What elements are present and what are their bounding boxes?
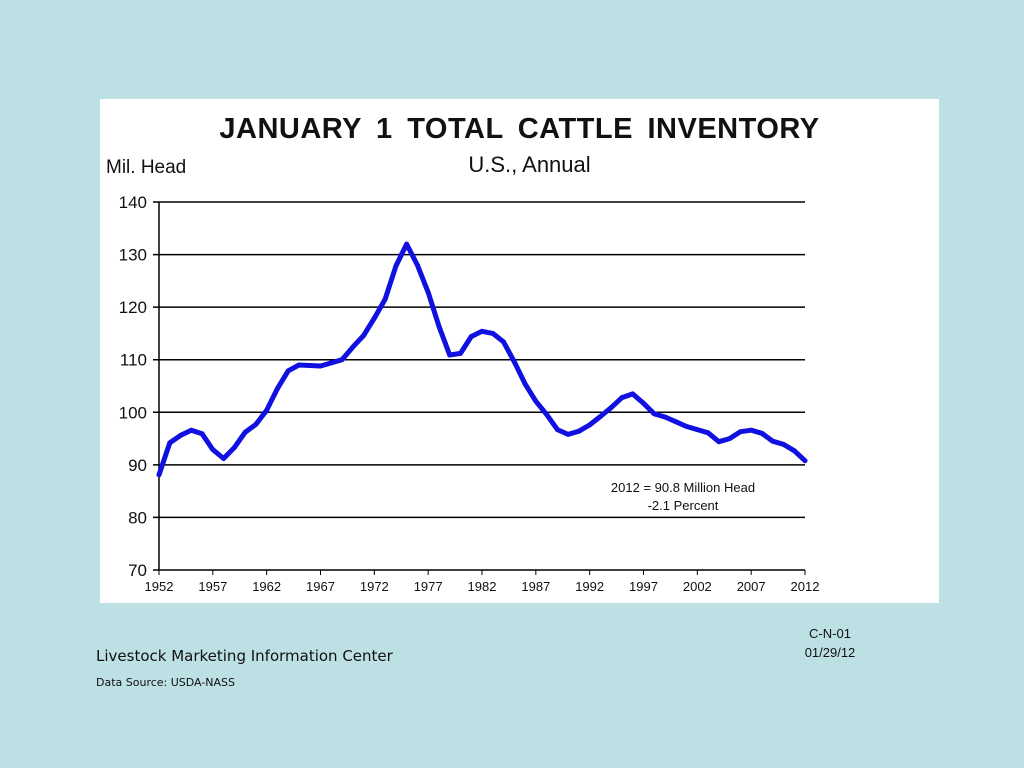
x-tick-label: 1977: [414, 579, 443, 594]
data-point: [404, 241, 410, 247]
data-point: [727, 436, 733, 441]
line-chart: 70 80 90 100 110 120 130 140 1952 1957 1962 1967 19…: [119, 193, 820, 594]
data-point: [501, 339, 506, 345]
data-point: [382, 296, 388, 302]
data-point: [522, 381, 528, 387]
y-tick-label: 120: [119, 298, 147, 317]
chart-subtitle: U.S., Annual: [468, 152, 591, 177]
annotation-percent: -2.1 Percent: [648, 498, 719, 513]
data-point: [651, 411, 657, 417]
y-tick-label: 140: [119, 193, 147, 212]
y-tick-label: 80: [128, 508, 147, 527]
data-point: [436, 323, 442, 329]
y-tick-label: 100: [119, 403, 147, 422]
x-tick-label: 1982: [468, 579, 497, 594]
data-point: [791, 448, 797, 454]
x-tick-label: 1987: [521, 579, 550, 594]
x-tick-label: 2002: [683, 579, 712, 594]
data-point: [684, 424, 689, 429]
y-tick-label: 70: [128, 561, 147, 580]
chart-panel: JANUARY 1 TOTAL CATTLE INVENTORY U.S., A…: [100, 99, 939, 603]
data-point: [694, 427, 700, 433]
data-point: [619, 395, 625, 400]
footer-data-source: Data Source: USDA-NASS: [96, 676, 236, 689]
footer-organization: Livestock Marketing Information Center: [96, 647, 393, 665]
y-tick-label: 110: [120, 351, 147, 370]
x-tick-label: 1957: [198, 579, 227, 594]
data-point: [361, 333, 366, 338]
data-point: [738, 429, 743, 435]
y-tick-label: 90: [128, 456, 147, 475]
data-point: [350, 344, 356, 350]
data-point: [533, 398, 539, 404]
data-point: [748, 427, 754, 433]
annotation-total: 2012 = 90.8 Million Head: [611, 480, 755, 495]
data-point: [253, 421, 259, 427]
data-point: [630, 391, 636, 397]
data-point: [781, 441, 786, 447]
data-point: [221, 456, 226, 461]
y-tick-label: 130: [119, 246, 147, 265]
x-tick-label: 1972: [360, 579, 389, 594]
data-point: [576, 428, 582, 434]
data-point: [447, 352, 453, 358]
data-point: [490, 331, 496, 336]
data-point: [275, 386, 280, 392]
data-point: [328, 360, 334, 366]
data-point: [662, 414, 668, 420]
data-point: [802, 458, 808, 464]
data-point: [242, 429, 248, 435]
data-point: [641, 400, 646, 406]
data-point: [231, 445, 237, 450]
data-point: [759, 430, 765, 436]
chart-date: 01/29/12: [804, 645, 856, 660]
data-point: [544, 411, 549, 417]
data-point: [705, 430, 711, 436]
data-point: [673, 419, 679, 425]
data-point: [770, 438, 776, 444]
data-point: [415, 262, 420, 268]
data-point: [468, 334, 474, 339]
data-point: [554, 427, 560, 433]
data-point: [339, 357, 345, 363]
x-tick-label: 1952: [145, 579, 174, 594]
x-tick-label: 1992: [575, 579, 604, 594]
chart-code: C-N-01: [809, 626, 851, 641]
data-point: [598, 414, 603, 419]
data-point: [393, 263, 399, 269]
x-tick-label: 1967: [306, 579, 335, 594]
chart-title: JANUARY 1 TOTAL CATTLE INVENTORY: [219, 113, 820, 145]
data-point: [156, 472, 162, 478]
data-point: [264, 407, 270, 413]
data-point: [307, 363, 313, 368]
data-point: [318, 363, 323, 369]
data-point: [371, 315, 377, 321]
data-point: [587, 422, 593, 428]
x-tick-label: 2012: [791, 579, 820, 594]
data-point: [458, 351, 463, 356]
data-point: [716, 439, 722, 445]
data-point: [608, 405, 614, 410]
data-point: [511, 359, 517, 365]
data-point: [167, 440, 173, 446]
data-point: [199, 431, 205, 437]
data-point: [296, 362, 302, 368]
data-point: [285, 368, 291, 374]
x-tick-label: 1962: [252, 579, 281, 594]
data-point: [188, 427, 194, 433]
data-point: [479, 328, 485, 334]
data-point: [178, 433, 183, 438]
y-axis-label: Mil. Head: [106, 157, 187, 178]
data-point: [565, 431, 571, 437]
data-point: [210, 447, 216, 453]
x-tick-label: 1997: [629, 579, 658, 594]
x-tick-label: 2007: [737, 579, 766, 594]
data-point: [425, 290, 431, 295]
